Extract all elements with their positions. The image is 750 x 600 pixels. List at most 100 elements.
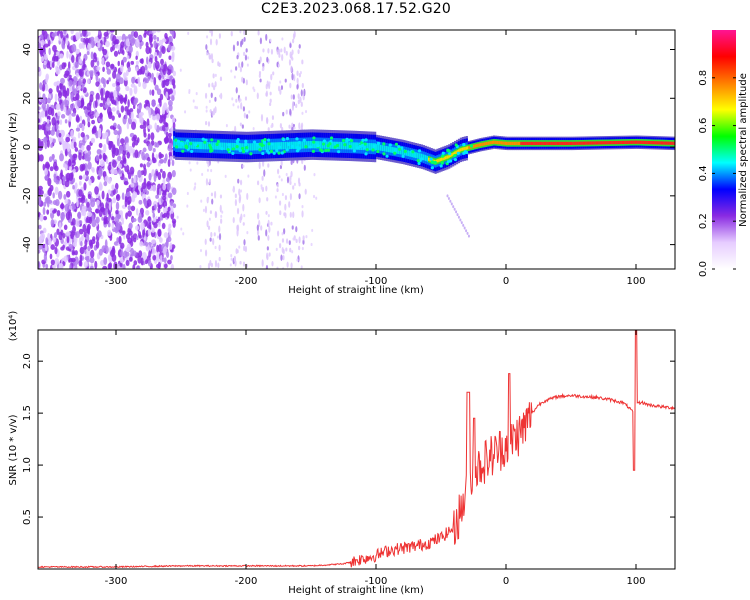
- noise-blob: [83, 261, 89, 269]
- ridge-core: [602, 141, 604, 145]
- noise-blob: [213, 85, 216, 91]
- ridge-core: [477, 143, 480, 147]
- ridge-core: [443, 156, 446, 160]
- ridge-core: [582, 141, 585, 145]
- noise-blob: [68, 158, 72, 167]
- ridge-core: [615, 140, 617, 145]
- noise-blob: [152, 147, 156, 153]
- noise-blob: [84, 170, 89, 176]
- noise-blob: [136, 235, 139, 241]
- ridge-speckle: [453, 157, 458, 162]
- noise-blob: [115, 193, 121, 202]
- noise-blob: [157, 206, 161, 214]
- noise-blob: [73, 88, 78, 95]
- noise-blob: [106, 97, 111, 106]
- noise-blob: [277, 85, 281, 92]
- noise-blob: [261, 259, 264, 267]
- noise-blob: [116, 110, 120, 115]
- noise-blob: [54, 258, 60, 265]
- noise-blob: [144, 64, 148, 71]
- ridge-core: [623, 140, 625, 145]
- noise-blob: [152, 254, 157, 261]
- ridge-core: [503, 141, 506, 145]
- noise-blob: [76, 198, 79, 208]
- noise-blob: [265, 33, 268, 41]
- noise-blob: [118, 235, 122, 245]
- noise-blob: [176, 215, 179, 219]
- ridge-core: [561, 141, 564, 146]
- noise-blob: [239, 98, 242, 102]
- ridge-segment: [239, 143, 242, 151]
- noise-blob: [207, 196, 210, 200]
- noise-blob: [239, 179, 243, 186]
- noise-blob: [98, 208, 103, 218]
- noise-blob: [130, 83, 136, 88]
- noise-blob: [291, 72, 294, 81]
- noise-blob: [72, 136, 77, 143]
- noise-blob: [263, 169, 266, 177]
- noise-blob: [132, 264, 136, 269]
- noise-blob: [289, 43, 292, 48]
- noise-blob: [296, 258, 299, 262]
- ridge-segment: [416, 152, 420, 159]
- noise-blob: [196, 161, 199, 165]
- noise-blob: [42, 44, 46, 53]
- ridge-speckle: [282, 138, 286, 142]
- ridge-segment: [192, 141, 195, 149]
- ridge-segment: [303, 141, 307, 149]
- noise-blob: [95, 154, 100, 162]
- noise-blob: [242, 261, 246, 267]
- noise-blob: [209, 30, 212, 34]
- noise-blob: [82, 58, 86, 67]
- ridge-core: [586, 141, 589, 145]
- noise-blob: [60, 77, 65, 85]
- noise-blob: [126, 55, 130, 60]
- ridge-segment: [243, 143, 246, 151]
- noise-blob: [154, 84, 159, 91]
- noise-blob: [38, 261, 41, 269]
- x-tick-label: -300: [105, 276, 128, 287]
- noise-blob: [289, 178, 292, 183]
- ridge-core: [555, 141, 558, 146]
- noise-blob: [247, 56, 250, 60]
- noise-blob: [270, 73, 273, 81]
- noise-blob: [38, 185, 43, 191]
- noise-blob: [126, 122, 130, 130]
- colorbar-ticks: 0.0 0.2 0.4 0.6 0.8: [698, 70, 736, 277]
- noise-blob: [97, 40, 101, 49]
- noise-blob: [45, 123, 51, 132]
- noise-blob: [155, 170, 159, 177]
- noise-blob: [232, 44, 236, 52]
- noise-blob: [285, 50, 288, 56]
- noise-blob: [291, 49, 294, 55]
- noise-blob: [50, 244, 56, 251]
- noise-blob: [57, 111, 61, 117]
- noise-blob: [55, 67, 61, 75]
- colorbar-tick-label: 0.4: [698, 165, 709, 181]
- noise-blob: [87, 245, 91, 252]
- ridge-speckle: [298, 146, 302, 150]
- noise-blob: [88, 215, 93, 225]
- noise-blobs: [38, 30, 318, 269]
- noise-blob: [74, 263, 78, 269]
- noise-blob: [293, 126, 296, 130]
- noise-blob: [162, 170, 166, 179]
- ridge-core: [516, 141, 519, 146]
- noise-blob: [44, 110, 48, 117]
- noise-blob: [236, 229, 239, 237]
- ridge-core: [472, 144, 474, 149]
- noise-blob: [105, 91, 110, 96]
- noise-blob: [47, 177, 52, 187]
- noise-blob: [300, 89, 303, 97]
- ridge-speckle: [190, 149, 194, 154]
- snr-x-axis-label: Height of straight line (km): [288, 585, 424, 596]
- ridge-speckle: [185, 139, 190, 143]
- noise-blob: [129, 166, 135, 175]
- noise-blob: [87, 31, 91, 36]
- ridge-speckle: [277, 151, 281, 155]
- noise-blob: [167, 206, 171, 212]
- ridge-core: [446, 155, 448, 159]
- noise-blob: [65, 110, 71, 116]
- noise-blob: [305, 109, 308, 114]
- noise-blob: [162, 196, 167, 201]
